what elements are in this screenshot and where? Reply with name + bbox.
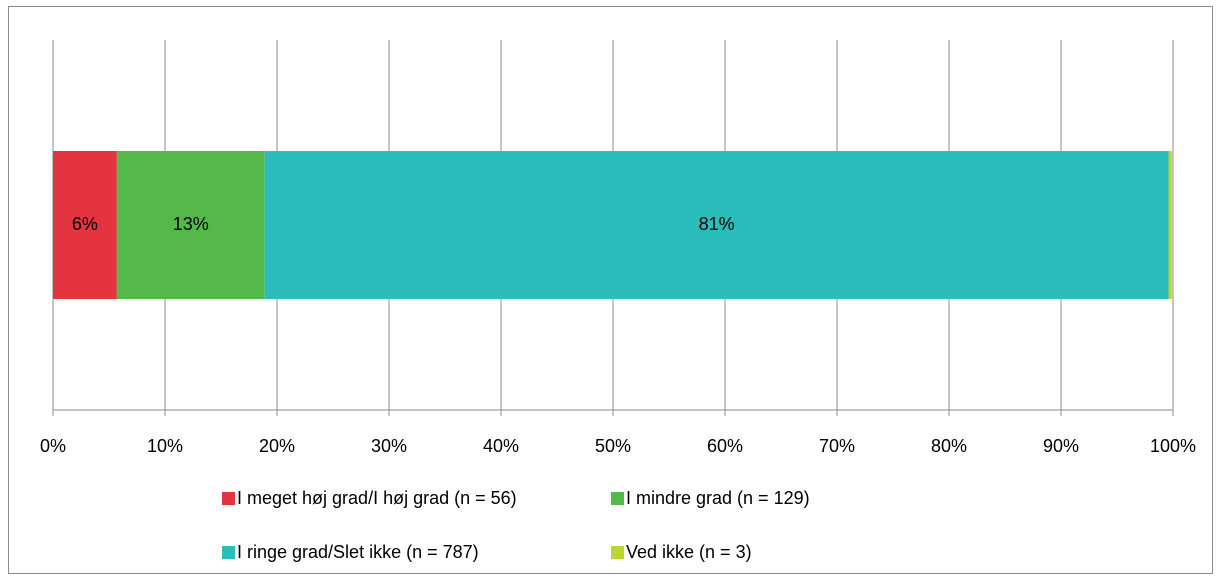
x-tick-label: 50% (595, 436, 631, 456)
data-label: 13% (173, 214, 209, 234)
legend-swatch (222, 492, 235, 505)
x-tick-label: 70% (819, 436, 855, 456)
x-tick-label: 60% (707, 436, 743, 456)
legend-label: Ved ikke (n = 3) (626, 542, 752, 562)
bar-segment (53, 151, 117, 299)
x-tick-label: 40% (483, 436, 519, 456)
legend-swatch (611, 546, 624, 559)
bar-segment (1168, 151, 1172, 299)
x-tick-label: 90% (1043, 436, 1079, 456)
legend-label: I mindre grad (n = 129) (626, 488, 810, 508)
x-tick-label: 30% (371, 436, 407, 456)
bar-segment (264, 151, 1169, 299)
legend-label: I ringe grad/Slet ikke (n = 787) (237, 542, 479, 562)
legend-swatch (222, 546, 235, 559)
data-label: 6% (72, 214, 98, 234)
x-tick-label: 10% (147, 436, 183, 456)
x-tick-label: 20% (259, 436, 295, 456)
data-label: 81% (699, 214, 735, 234)
x-tick-label: 0% (40, 436, 66, 456)
x-tick-label: 80% (931, 436, 967, 456)
legend-label: I meget høj grad/I høj grad (n = 56) (237, 488, 517, 508)
bar-segment (116, 151, 265, 299)
legend-swatch (611, 492, 624, 505)
x-tick-label: 100% (1150, 436, 1196, 456)
